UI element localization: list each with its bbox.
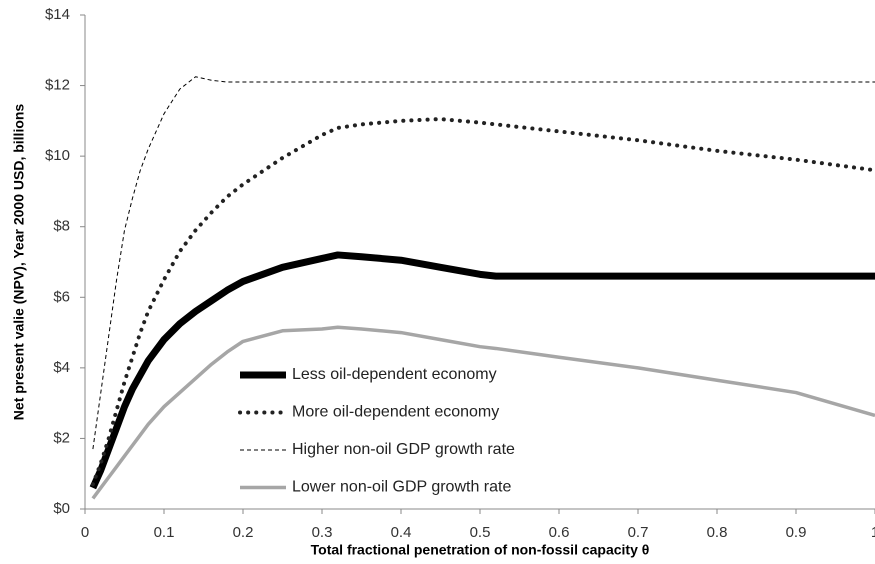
series-line bbox=[89, 251, 875, 490]
x-tick-label: 0.9 bbox=[786, 524, 807, 541]
x-tick-label: 0.2 bbox=[233, 524, 254, 541]
y-tick-label: $10 bbox=[45, 147, 70, 164]
x-tick-label: 0.8 bbox=[707, 524, 728, 541]
y-tick-label: $4 bbox=[53, 359, 70, 376]
series-line bbox=[92, 76, 875, 450]
x-tick-label: 0.5 bbox=[470, 524, 491, 541]
x-tick-label: 0.6 bbox=[549, 524, 570, 541]
y-tick-label: $14 bbox=[45, 6, 70, 23]
y-tick-label: $0 bbox=[53, 500, 70, 517]
y-tick-label: $6 bbox=[53, 288, 70, 305]
x-tick-label: 0.7 bbox=[628, 524, 649, 541]
x-tick-label: 0.1 bbox=[154, 524, 175, 541]
x-tick-label: 0.3 bbox=[312, 524, 333, 541]
legend-label: Lower non-oil GDP growth rate bbox=[292, 479, 511, 496]
series-line bbox=[91, 325, 875, 500]
legend-label: Higher non-oil GDP growth rate bbox=[292, 441, 515, 458]
legend-label: More oil-dependent economy bbox=[292, 404, 499, 421]
legend-label: Less oil-dependent economy bbox=[292, 366, 497, 383]
x-tick-label: 1 bbox=[871, 524, 875, 541]
x-axis-title: Total fractional penetration of non-foss… bbox=[311, 542, 650, 558]
y-axis-title: Net present valie (NPV), Year 2000 USD, … bbox=[11, 104, 27, 421]
y-tick-label: $2 bbox=[53, 429, 70, 446]
y-tick-label: $8 bbox=[53, 218, 70, 235]
x-tick-label: 0.4 bbox=[391, 524, 412, 541]
y-tick-label: $12 bbox=[45, 77, 70, 94]
series-line bbox=[90, 117, 875, 487]
x-tick-label: 0 bbox=[81, 524, 89, 541]
